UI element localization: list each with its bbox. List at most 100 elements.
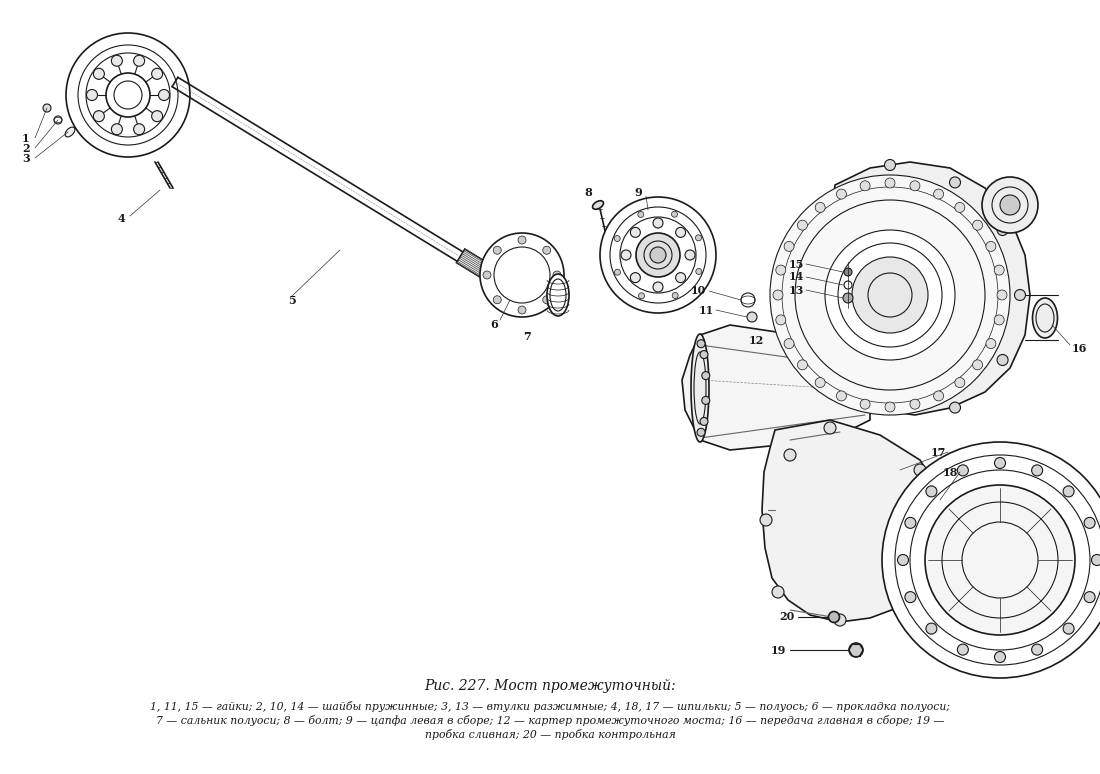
Circle shape <box>852 257 928 333</box>
Circle shape <box>772 586 784 598</box>
Circle shape <box>94 68 104 80</box>
Circle shape <box>994 315 1004 325</box>
Text: 7 — сальник полуоси; 8 — болт; 9 — цапфа левая в сборе; 12 — картер промежуточно: 7 — сальник полуоси; 8 — болт; 9 — цапфа… <box>156 714 944 725</box>
Ellipse shape <box>547 274 569 316</box>
Circle shape <box>926 623 937 634</box>
Circle shape <box>776 315 785 325</box>
Circle shape <box>882 442 1100 678</box>
Circle shape <box>697 428 705 437</box>
Circle shape <box>111 124 122 135</box>
Circle shape <box>905 591 916 603</box>
Circle shape <box>914 464 926 476</box>
Circle shape <box>997 354 1008 365</box>
Circle shape <box>925 485 1075 635</box>
Text: пробка сливная; 20 — пробка контрольная: пробка сливная; 20 — пробка контрольная <box>425 728 675 739</box>
Circle shape <box>905 517 916 529</box>
Circle shape <box>997 290 1006 300</box>
Circle shape <box>972 360 982 370</box>
Circle shape <box>675 228 685 238</box>
Circle shape <box>972 220 982 230</box>
Ellipse shape <box>1033 298 1057 338</box>
Circle shape <box>836 189 846 199</box>
Circle shape <box>697 340 705 348</box>
Text: 11: 11 <box>698 304 714 316</box>
Circle shape <box>936 534 948 546</box>
Circle shape <box>1063 486 1074 497</box>
Text: 17: 17 <box>931 447 946 457</box>
Text: 5: 5 <box>288 294 296 306</box>
Polygon shape <box>828 162 1030 415</box>
Text: 3: 3 <box>22 152 30 163</box>
Circle shape <box>650 247 666 263</box>
Text: 2: 2 <box>22 142 30 153</box>
Circle shape <box>685 250 695 260</box>
Circle shape <box>994 457 1005 468</box>
Circle shape <box>672 293 679 299</box>
Circle shape <box>152 68 163 80</box>
Text: 9: 9 <box>634 187 642 197</box>
Text: 6: 6 <box>491 320 498 330</box>
Circle shape <box>695 235 702 241</box>
Circle shape <box>949 402 960 413</box>
Circle shape <box>133 124 144 135</box>
Circle shape <box>815 203 825 212</box>
Circle shape <box>702 372 710 379</box>
Circle shape <box>638 211 644 217</box>
Circle shape <box>671 211 678 217</box>
Circle shape <box>815 378 825 388</box>
Text: Рис. 227. Мост промежуточный:: Рис. 227. Мост промежуточный: <box>425 679 675 693</box>
Circle shape <box>784 449 796 461</box>
Circle shape <box>776 265 785 275</box>
Circle shape <box>87 90 98 101</box>
Circle shape <box>824 422 836 434</box>
Circle shape <box>955 378 965 388</box>
Text: 14: 14 <box>789 272 804 283</box>
Circle shape <box>834 614 846 626</box>
Text: 8: 8 <box>584 187 592 197</box>
Circle shape <box>696 269 702 275</box>
Circle shape <box>934 391 944 401</box>
Circle shape <box>700 351 708 358</box>
Circle shape <box>66 33 190 157</box>
Circle shape <box>621 250 631 260</box>
Circle shape <box>553 271 561 279</box>
Circle shape <box>906 602 918 614</box>
Text: 15: 15 <box>789 259 804 269</box>
Circle shape <box>773 290 783 300</box>
Circle shape <box>1085 517 1096 529</box>
Circle shape <box>957 465 968 476</box>
Text: 19: 19 <box>771 645 786 656</box>
Text: 16: 16 <box>1072 343 1088 354</box>
Text: 1: 1 <box>22 132 30 143</box>
Circle shape <box>957 644 968 655</box>
Circle shape <box>828 611 839 622</box>
Circle shape <box>825 230 955 360</box>
Text: 18: 18 <box>943 467 958 478</box>
Circle shape <box>630 228 640 238</box>
Circle shape <box>614 235 620 241</box>
Circle shape <box>986 338 996 348</box>
Circle shape <box>986 241 996 252</box>
Circle shape <box>483 271 491 279</box>
Circle shape <box>518 306 526 314</box>
Polygon shape <box>682 325 870 450</box>
Circle shape <box>133 55 144 67</box>
Circle shape <box>600 197 716 313</box>
Circle shape <box>860 181 870 191</box>
Circle shape <box>994 265 1004 275</box>
Circle shape <box>1085 591 1096 603</box>
Circle shape <box>702 396 710 404</box>
Text: 20: 20 <box>780 611 795 622</box>
Circle shape <box>784 338 794 348</box>
Circle shape <box>1063 623 1074 634</box>
Circle shape <box>949 177 960 188</box>
Circle shape <box>94 111 104 122</box>
Circle shape <box>926 486 937 497</box>
Circle shape <box>1032 465 1043 476</box>
Circle shape <box>653 218 663 228</box>
Circle shape <box>884 159 895 170</box>
Circle shape <box>784 241 794 252</box>
Text: 13: 13 <box>789 285 804 296</box>
Circle shape <box>849 643 864 657</box>
Text: 10: 10 <box>691 286 706 296</box>
